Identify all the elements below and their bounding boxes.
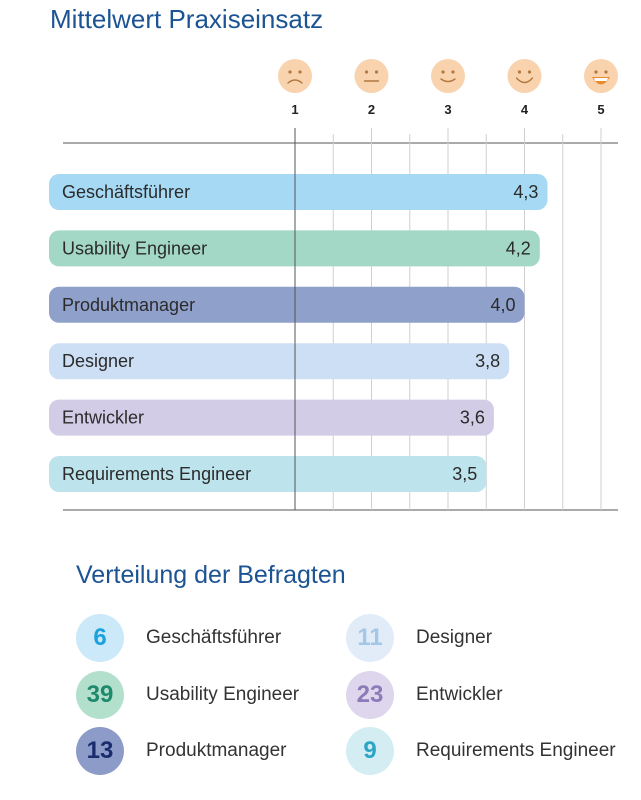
distribution-item: 6 Geschäftsführer [76, 613, 281, 663]
distribution-label: Entwickler [416, 683, 503, 705]
neutral-face-icon [354, 59, 389, 93]
category-label: Entwickler [62, 408, 144, 428]
bar [49, 399, 494, 436]
bar [49, 286, 525, 323]
count-badge: 11 [346, 614, 394, 662]
bar-chart: 1 2 3 4 5 Geschäftsführer 4,3 Usability Engine… [49, 59, 618, 511]
bar [49, 456, 487, 492]
x-tick-labels: 1 2 3 4 5 [291, 102, 604, 117]
distribution-title: Verteilung der Befragten [76, 561, 346, 589]
distribution-label: Geschäftsführer [146, 627, 282, 648]
x-tick-label: 2 [368, 102, 375, 117]
category-label: Usability Engineer [62, 238, 207, 258]
bar [49, 343, 510, 380]
category-label: Produktmanager [62, 295, 195, 315]
chart-title: Mittelwert Praxiseinsatz [50, 4, 324, 34]
x-tick-label: 3 [444, 102, 451, 117]
smile-face-icon [507, 59, 542, 93]
very-sad-face-icon [278, 59, 312, 93]
value-label: 3,5 [452, 464, 477, 484]
x-tick-label: 1 [291, 102, 298, 117]
x-tick-label: 4 [521, 102, 529, 117]
category-label: Requirements Engineer [62, 464, 251, 484]
big-grin-face-icon [584, 59, 618, 93]
distribution-label: Produktmanager [146, 740, 287, 761]
distribution-label: Designer [416, 627, 493, 648]
count-badge: 23 [346, 670, 394, 719]
value-label: 3,8 [475, 351, 500, 371]
value-label: 4,3 [513, 182, 538, 202]
scale-faces [278, 59, 618, 93]
distribution-label: Usability Engineer [146, 683, 300, 705]
bar [49, 174, 548, 210]
count-badge: 13 [76, 727, 124, 775]
count-badge: 6 [76, 614, 124, 662]
bars: Geschäftsführer 4,3 Usability Engineer 4,2 P… [49, 174, 548, 492]
distribution-label: Requirements Engineer [416, 740, 616, 761]
distribution-item: 13 Produktmanager [76, 726, 286, 776]
distribution-item: 39 Usability Engineer [76, 670, 299, 720]
count-badge: 39 [76, 670, 124, 719]
category-label: Geschäftsführer [62, 182, 190, 202]
value-label: 4,2 [506, 238, 531, 258]
value-label: 3,6 [460, 408, 485, 428]
distribution-item: 9 Requirements Engineer [346, 726, 616, 776]
distribution-item: 23 Entwickler [346, 670, 503, 720]
slight-smile-face-icon [431, 59, 465, 93]
x-tick-label: 5 [597, 102, 604, 117]
bar [49, 230, 540, 267]
category-label: Designer [62, 351, 134, 371]
value-label: 4,0 [490, 295, 515, 315]
respondent-distribution: 6 Geschäftsführer 39 Usability Engineer 13 Pr… [0, 613, 641, 793]
distribution-item: 11 Designer [346, 613, 492, 663]
count-badge: 9 [346, 727, 394, 775]
